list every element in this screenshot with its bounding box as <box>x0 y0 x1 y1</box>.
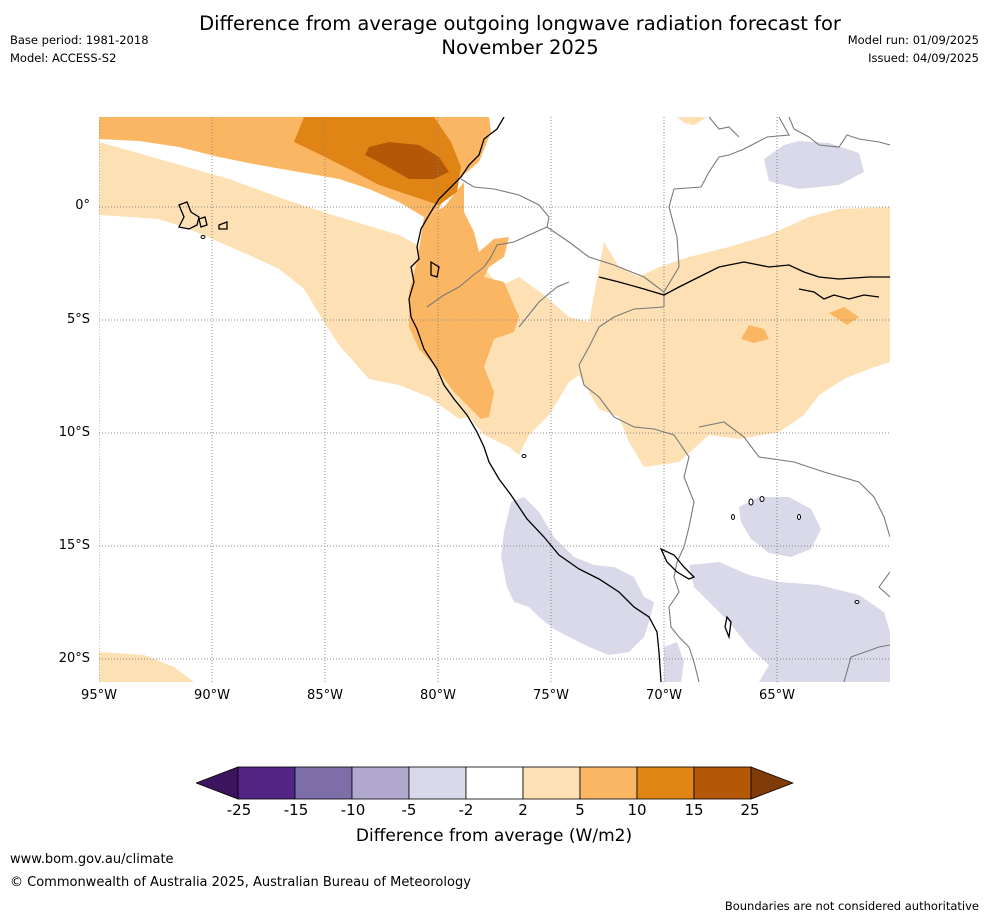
country-borders <box>426 117 890 682</box>
lon-label-85w: 85°W <box>307 688 343 703</box>
colorbar-cell <box>693 766 752 800</box>
cb-tick-2: -15 <box>283 801 309 819</box>
anomaly-region-lavender-5 <box>664 642 684 682</box>
cb-tick-6: 2 <box>518 801 528 819</box>
lake-small-2 <box>759 496 765 502</box>
cb-tick-4: -5 <box>401 801 417 819</box>
anomaly-region-orange-4 <box>829 307 859 325</box>
map-title: Difference from average outgoing longwav… <box>199 12 841 59</box>
coastline-pacific <box>408 117 662 682</box>
cb-tick-1: -25 <box>226 801 252 819</box>
coastline <box>178 117 890 682</box>
lat-label-0: 0° <box>75 198 90 213</box>
lake-small-1 <box>748 498 754 506</box>
cb-tick-5: -2 <box>458 801 474 819</box>
footer-url: www.bom.gov.au/climate <box>10 852 174 867</box>
anomaly-map <box>99 117 890 682</box>
lon-label-95w: 95°W <box>81 688 117 703</box>
anomaly-region-light-orange-2 <box>677 117 707 125</box>
cb-tick-10: 25 <box>740 801 760 819</box>
graticule <box>99 117 890 682</box>
coastline-galapagos <box>178 201 200 230</box>
coastline-gulf-guayaquil <box>430 260 440 278</box>
lat-label-20s: 20°S <box>58 651 90 666</box>
anomaly-region-lavender-2 <box>501 497 654 655</box>
lake-small-3 <box>731 514 735 520</box>
border-bolivia-brazil <box>698 421 890 538</box>
anomaly-region-orange-2 <box>409 182 519 419</box>
colorbar-cell <box>237 766 296 800</box>
lake-small-4 <box>797 514 801 520</box>
lon-label-65w: 65°W <box>759 688 795 703</box>
colorbar-cell <box>351 766 410 800</box>
colorbar-extend-high <box>750 766 794 800</box>
cb-tick-7: 5 <box>575 801 585 819</box>
island-small-2 <box>521 454 527 458</box>
model-run-text: Model run: 01/09/2025 <box>847 33 979 47</box>
anomaly-region-lavender-3 <box>689 562 890 682</box>
border-venezuela-guyana <box>788 117 890 148</box>
lon-label-90w: 90°W <box>194 688 230 703</box>
colorbar-cell <box>408 766 467 800</box>
lake-small-5 <box>854 600 860 604</box>
colorbar-title: Difference from average (W/m2) <box>355 826 633 846</box>
colorbar-cell <box>636 766 695 800</box>
colorbar-cell <box>294 766 353 800</box>
colorbar-cells <box>196 766 794 800</box>
colorbar-cell <box>465 766 524 800</box>
anomaly-region-brown <box>365 142 449 179</box>
anomaly-region-lavender-4 <box>739 497 821 557</box>
base-period-text: Base period: 1981-2018 <box>10 33 149 47</box>
lat-label-15s: 15°S <box>58 538 90 553</box>
border-peru-bolivia <box>668 561 700 682</box>
lon-label-80w: 80°W <box>420 688 456 703</box>
border-rio-putumayo <box>518 281 570 328</box>
footer-copyright: © Commonwealth of Australia 2025, Austra… <box>10 875 471 890</box>
lat-label-10s: 10°S <box>58 425 90 440</box>
border-peru-brazil <box>578 306 695 563</box>
meta-left: Base period: 1981-2018 Model: ACCESS-S2 <box>10 31 149 67</box>
meta-right: Model run: 01/09/2025 Issued: 04/09/2025 <box>848 31 979 67</box>
coastline-lake-river <box>798 288 880 300</box>
border-bolivia-paraguay <box>878 571 890 598</box>
island-small-1 <box>200 235 206 239</box>
issued-text: Issued: 04/09/2025 <box>868 51 979 65</box>
model-text: Model: ACCESS-S2 <box>10 51 117 65</box>
border-colombia-ecuador <box>426 178 550 308</box>
coastline-galapagos-2 <box>198 216 208 228</box>
lon-label-70w: 70°W <box>646 688 682 703</box>
colorbar-cell <box>579 766 638 800</box>
border-colombia-venezuela <box>663 117 790 293</box>
small-islands <box>200 235 860 604</box>
anomaly-region-lavender-1 <box>764 141 864 189</box>
cb-tick-3: -10 <box>340 801 366 819</box>
lon-label-75w: 75°W <box>533 688 569 703</box>
colorbar-cell <box>522 766 581 800</box>
cb-tick-8: 10 <box>627 801 647 819</box>
coastline-galapagos-3 <box>218 221 228 230</box>
border-chile-argentina <box>843 644 890 682</box>
colorbar-extend-low <box>196 766 239 800</box>
colorbar <box>196 766 794 800</box>
anomaly-region-orange-3 <box>741 325 769 343</box>
border-brazil-north <box>708 117 740 138</box>
anomaly-region-light-orange-3 <box>99 652 194 682</box>
lat-label-5s: 5°S <box>66 312 90 327</box>
coastline-lake-poopo <box>724 615 732 640</box>
coastline-lake-titicaca <box>659 547 696 580</box>
coastline-caribbean <box>598 261 890 296</box>
cb-tick-9: 15 <box>684 801 704 819</box>
footer-disclaimer: Boundaries are not considered authoritat… <box>724 899 979 913</box>
